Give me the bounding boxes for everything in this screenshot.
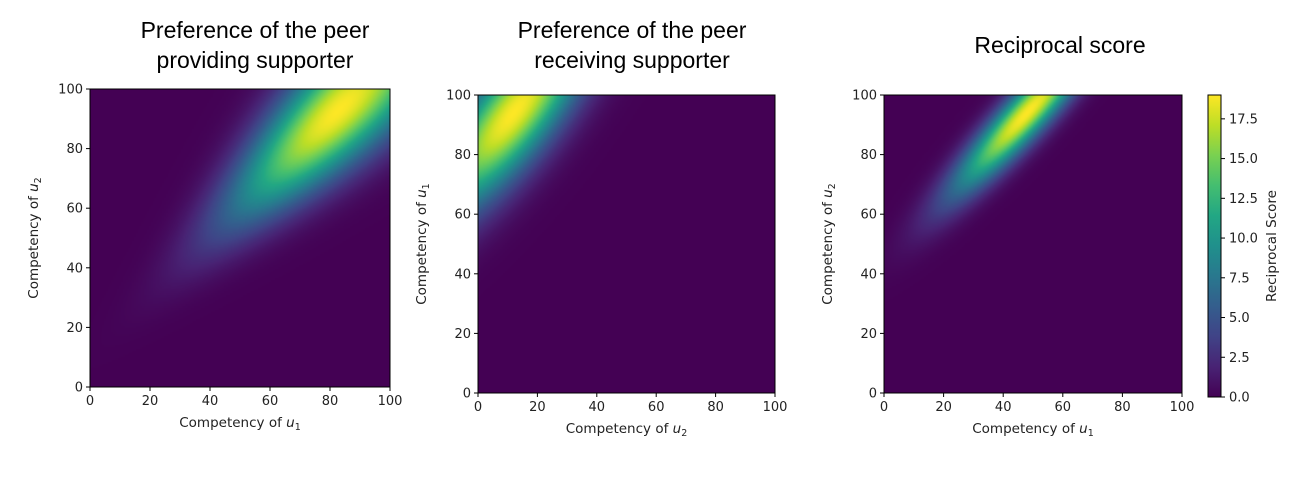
colorbar: 0.0 2.5 5.0 7.5 10.0 12.5 15.0 17.5 Reciprocal S… [1207,94,1280,406]
heatmap-image [90,89,390,387]
y-tick-label: 20 [66,321,83,336]
heatmap-image [478,95,775,393]
x-tick-label: 40 [589,400,606,415]
x-tick-label: 0 [880,400,888,415]
colorbar-tick-label: 7.5 [1229,271,1250,286]
y-tick-label: 60 [454,208,471,223]
y-tick-label: 100 [852,89,877,104]
y-tick-label: 40 [860,267,877,282]
plot-frame [477,94,776,394]
y-tick-label: 60 [860,208,877,223]
x-tick-label: 20 [529,400,546,415]
colorbar-gradient [1207,94,1222,398]
colorbar-label: Reciprocal Score [1264,190,1280,302]
heatmap-panel-receiving: Preference of the peer receiving supporte… [414,17,787,439]
chart-title-line: providing supporter [157,47,354,73]
y-tick-label: 100 [58,83,83,98]
chart-title-line: Reciprocal score [974,32,1145,58]
x-tick-label: 20 [935,400,952,415]
x-tick-label: 0 [474,400,482,415]
colorbar-tick-label: 0.0 [1229,391,1250,406]
x-tick-label: 60 [262,394,279,409]
x-tick-label: 20 [142,394,159,409]
colorbar-tick-label: 17.5 [1229,112,1258,127]
x-tick-label: 100 [763,400,788,415]
y-tick-label: 80 [860,148,877,163]
chart-title-line: Preference of the peer [141,17,370,43]
plot-frame [883,94,1183,394]
x-tick-label: 80 [707,400,724,415]
chart-title-line: Preference of the peer [518,17,747,43]
y-axis-label: Competency of u1 [414,183,432,304]
x-axis-label: Competency of u2 [566,421,687,439]
x-axis-label: Competency of u1 [179,415,300,433]
y-tick-label: 20 [860,327,877,342]
y-tick-label: 0 [75,381,83,396]
x-axis-label: Competency of u1 [972,421,1093,439]
y-tick-label: 60 [66,202,83,217]
x-tick-label: 40 [202,394,219,409]
plot-frame [89,88,391,388]
x-tick-label: 60 [1055,400,1072,415]
y-tick-label: 40 [66,261,83,276]
colorbar-tick-label: 2.5 [1229,351,1250,366]
x-tick-label: 80 [1114,400,1131,415]
colorbar-tick-label: 15.0 [1229,152,1258,167]
heatmap-panel-providing: Preference of the peer providing supporte… [26,17,402,433]
y-tick-label: 20 [454,327,471,342]
x-tick-label: 100 [378,394,403,409]
x-tick-label: 60 [648,400,665,415]
y-tick-label: 0 [463,387,471,402]
y-tick-label: 80 [66,142,83,157]
y-tick-label: 0 [869,387,877,402]
colorbar-tick-label: 12.5 [1229,192,1258,207]
y-axis-label: Competency of u2 [820,183,838,304]
y-tick-label: 40 [454,267,471,282]
x-tick-label: 80 [322,394,339,409]
y-tick-label: 100 [446,89,471,104]
x-tick-label: 100 [1170,400,1195,415]
x-tick-label: 0 [86,394,94,409]
heatmap-panel-reciprocal: Reciprocal score 0 20 40 60 80 100 0 20 40 60 80 100… [820,32,1194,439]
colorbar-tick-label: 5.0 [1229,311,1250,326]
y-tick-label: 80 [454,148,471,163]
colorbar-tick-label: 10.0 [1229,232,1258,247]
y-axis-label: Competency of u2 [26,177,44,298]
heatmap-image [884,95,1182,393]
x-tick-label: 40 [995,400,1012,415]
chart-title-line: receiving supporter [534,47,730,73]
